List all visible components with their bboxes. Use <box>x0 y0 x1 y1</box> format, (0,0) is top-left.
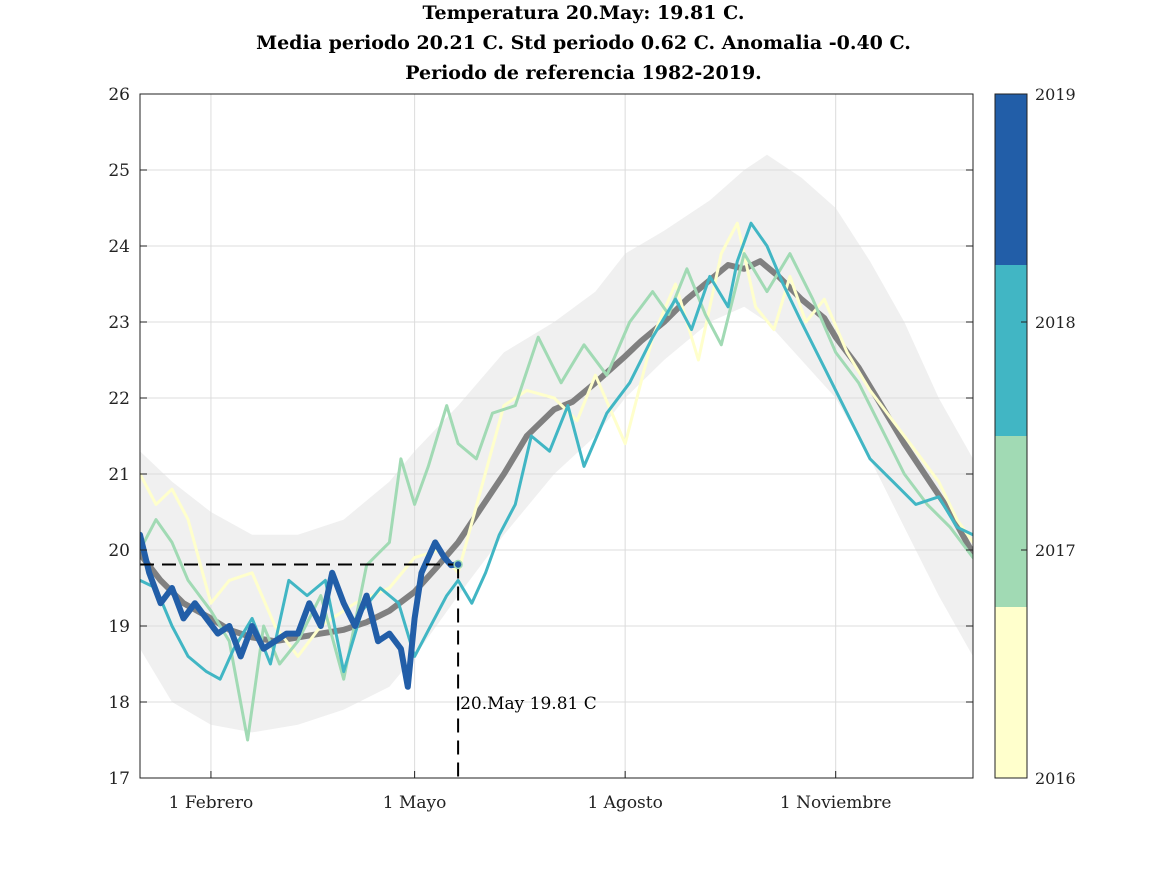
colorbar-segment-2016 <box>995 607 1027 778</box>
series-line-climatology-mean <box>140 258 973 645</box>
series-line-2018 <box>140 221 973 681</box>
colorbar-segment-2017 <box>995 436 1027 607</box>
colorbar-frame <box>994 93 1028 779</box>
x-tick-label: 1 Febrero <box>169 793 254 813</box>
colorbar-segment-2019 <box>995 94 1027 265</box>
colorbar-segment-2018 <box>995 265 1027 436</box>
x-tick-label: 1 Agosto <box>587 793 662 813</box>
y-tick-label: 20 <box>108 541 130 561</box>
plot-frame <box>139 93 974 779</box>
y-tick-label: 26 <box>108 85 130 105</box>
y-tick-label: 24 <box>108 237 130 257</box>
series-line-2016 <box>140 221 973 658</box>
x-tick-label: 1 Noviembre <box>780 793 892 813</box>
y-tick-label: 21 <box>108 465 130 485</box>
colorbar-label-2017: 2017 <box>1035 541 1076 560</box>
colorbar-label-2019: 2019 <box>1035 85 1076 104</box>
series-line-2019 <box>140 531 462 690</box>
annotation-point <box>453 559 463 570</box>
std-envelope-band <box>140 154 973 733</box>
y-tick-label: 25 <box>108 161 130 181</box>
colorbar-label-2018: 2018 <box>1035 313 1076 332</box>
y-tick-label: 17 <box>108 769 130 789</box>
x-tick-label: 1 Mayo <box>383 793 447 813</box>
series-line-2017 <box>140 252 973 742</box>
y-tick-label: 19 <box>108 617 130 637</box>
colorbar-label-2016: 2016 <box>1035 769 1076 788</box>
y-tick-label: 18 <box>108 693 130 713</box>
annotation-label: 20.May 19.81 C <box>460 694 597 714</box>
y-tick-label: 22 <box>108 389 130 409</box>
chart-title-line-3: Periodo de referencia 1982-2019. <box>405 62 762 84</box>
y-tick-label: 23 <box>108 313 130 333</box>
chart-title-line-2: Media periodo 20.21 C. Std periodo 0.62 … <box>256 32 911 54</box>
chart-title-line-1: Temperatura 20.May: 19.81 C. <box>422 2 745 24</box>
